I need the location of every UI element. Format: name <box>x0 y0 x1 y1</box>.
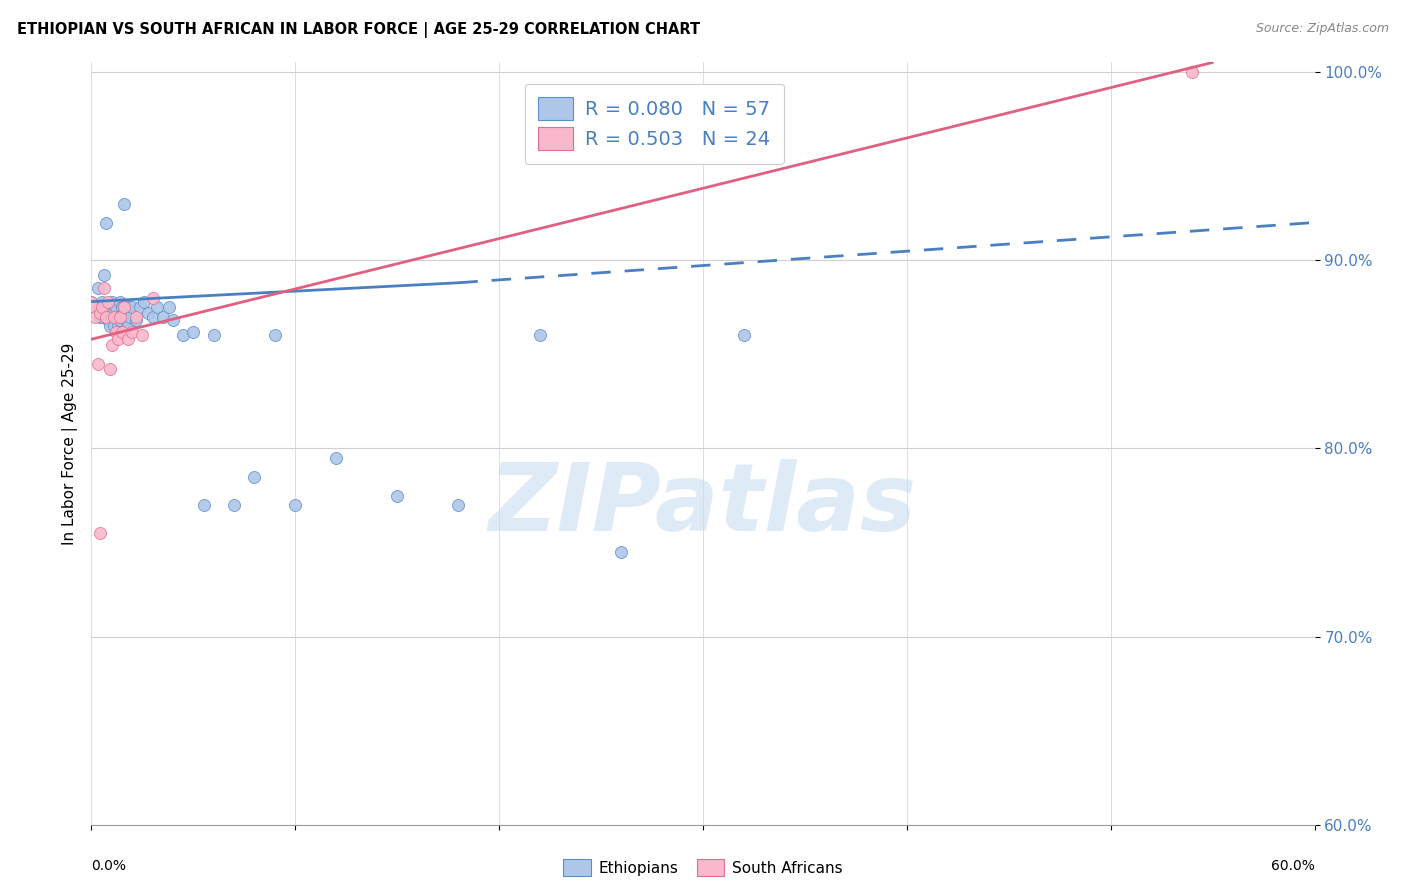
Y-axis label: In Labor Force | Age 25-29: In Labor Force | Age 25-29 <box>62 343 77 545</box>
Point <box>84 300 107 314</box>
Point <box>111 310 134 324</box>
Point <box>108 294 131 309</box>
Point <box>111 300 134 314</box>
Point <box>112 300 135 314</box>
Point <box>97 313 120 327</box>
Point <box>529 328 551 343</box>
Point <box>733 328 755 343</box>
Point <box>107 332 129 346</box>
Point <box>94 300 117 314</box>
Point <box>93 268 115 283</box>
Point <box>183 325 205 339</box>
Point <box>90 310 112 324</box>
Point <box>86 281 108 295</box>
Point <box>264 328 287 343</box>
Point <box>90 294 112 309</box>
Point <box>98 306 121 320</box>
Point <box>193 498 215 512</box>
Point <box>89 310 111 324</box>
Point <box>111 325 134 339</box>
Point <box>115 313 138 327</box>
Point <box>97 300 120 314</box>
Point <box>101 338 124 352</box>
Point <box>104 310 127 324</box>
Point <box>103 310 125 324</box>
Point <box>94 310 117 324</box>
Point <box>222 498 246 512</box>
Point <box>152 310 174 324</box>
Point <box>117 319 139 334</box>
Point <box>101 300 124 314</box>
Point <box>117 332 139 346</box>
Point <box>104 325 127 339</box>
Point <box>101 310 124 324</box>
Point <box>202 328 225 343</box>
Text: Source: ZipAtlas.com: Source: ZipAtlas.com <box>1256 22 1389 36</box>
Point <box>125 313 148 327</box>
Point <box>80 294 103 309</box>
Point <box>94 215 117 229</box>
Point <box>117 300 139 314</box>
Point <box>610 545 633 559</box>
Point <box>80 294 103 309</box>
Point <box>447 498 470 512</box>
Point <box>108 310 131 324</box>
Point <box>385 489 409 503</box>
Text: 60.0%: 60.0% <box>1271 859 1315 873</box>
Point <box>1181 65 1204 79</box>
Point <box>162 313 184 327</box>
Point <box>141 310 163 324</box>
Point <box>325 450 347 465</box>
Point <box>131 328 153 343</box>
Point <box>121 325 143 339</box>
Point <box>112 196 135 211</box>
Point <box>112 300 135 314</box>
Text: 0.0%: 0.0% <box>91 859 127 873</box>
Point <box>86 357 108 371</box>
Point <box>107 310 129 324</box>
Text: ZIPatlas: ZIPatlas <box>489 458 917 550</box>
Point <box>243 469 266 483</box>
Point <box>84 310 107 324</box>
Text: ETHIOPIAN VS SOUTH AFRICAN IN LABOR FORCE | AGE 25-29 CORRELATION CHART: ETHIOPIAN VS SOUTH AFRICAN IN LABOR FORC… <box>17 22 700 38</box>
Point <box>121 300 143 314</box>
Point <box>157 300 180 314</box>
Point <box>89 526 111 541</box>
Point <box>97 294 120 309</box>
Point <box>138 306 160 320</box>
Point <box>129 300 152 314</box>
Point <box>141 291 163 305</box>
Point <box>89 306 111 320</box>
Point <box>90 300 112 314</box>
Legend: Ethiopians, South Africans: Ethiopians, South Africans <box>557 853 849 882</box>
Legend: R = 0.080   N = 57, R = 0.503   N = 24: R = 0.080 N = 57, R = 0.503 N = 24 <box>524 84 783 163</box>
Point <box>82 300 104 314</box>
Point <box>145 300 167 314</box>
Point <box>103 306 125 320</box>
Point <box>104 300 127 314</box>
Point <box>284 498 307 512</box>
Point <box>101 294 124 309</box>
Point <box>172 328 194 343</box>
Point <box>103 319 125 334</box>
Point <box>107 319 129 334</box>
Point <box>98 319 121 334</box>
Point <box>93 281 115 295</box>
Point <box>134 294 156 309</box>
Point <box>93 306 115 320</box>
Point <box>120 310 142 324</box>
Point <box>108 313 131 327</box>
Point <box>125 310 148 324</box>
Point <box>98 362 121 376</box>
